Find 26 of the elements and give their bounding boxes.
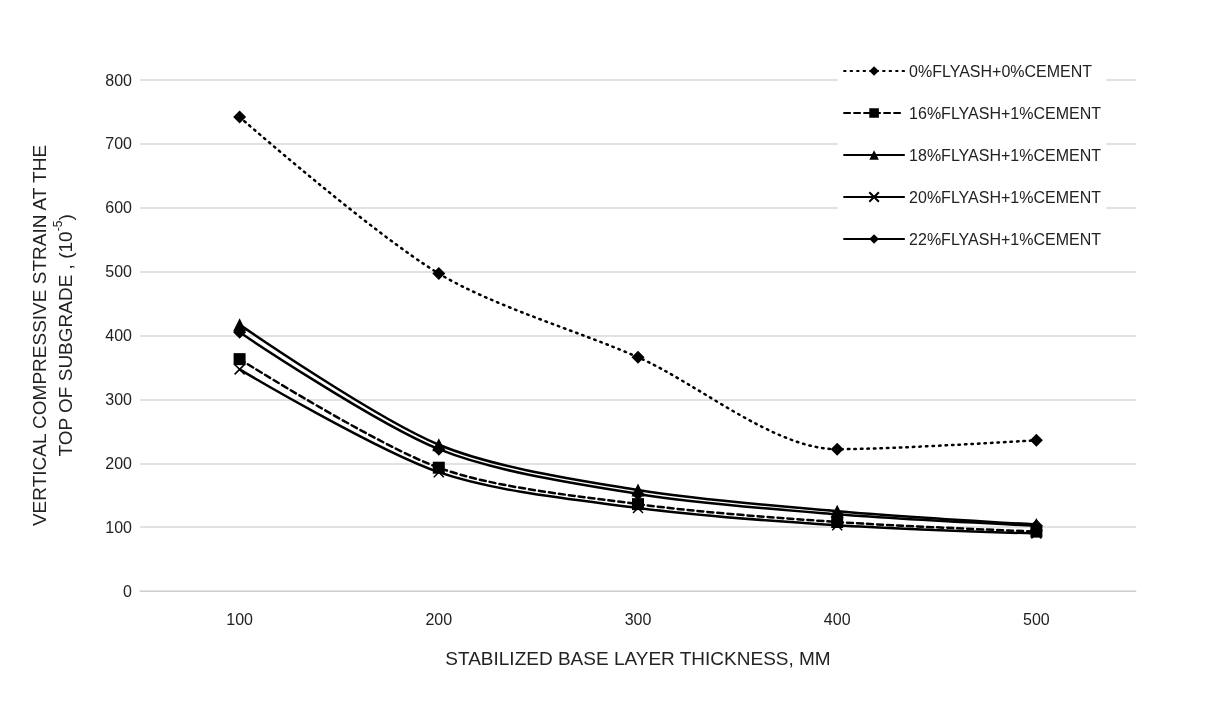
point — [1029, 433, 1043, 447]
y-tick-label: 0 — [123, 582, 133, 600]
y-tick-label: 100 — [105, 518, 133, 536]
x-tick-label: 100 — [226, 610, 254, 628]
y-tick-label: 200 — [105, 454, 133, 472]
legend-label: 22%FLYASH+1%CEMENT — [909, 230, 1102, 248]
x-tick-label: 500 — [1023, 610, 1050, 628]
legend-label: 16%FLYASH+1%CEMENT — [909, 104, 1102, 122]
x-tick-label: 300 — [624, 610, 652, 628]
legend-label: 18%FLYASH+1%CEMENT — [909, 146, 1102, 164]
y-tick-label: 300 — [105, 390, 133, 408]
y-tick-label: 500 — [105, 263, 133, 281]
point — [432, 267, 446, 281]
x-tick-label: 200 — [425, 610, 453, 628]
point — [830, 442, 844, 456]
x-tick-label: 400 — [823, 610, 851, 628]
y-tick-label: 600 — [105, 199, 133, 217]
x-axis-title: STABILIZED BASE LAYER THICKNESS, MM — [445, 648, 831, 669]
point — [631, 350, 645, 364]
legend-label: 0%FLYASH+0%CEMENT — [909, 62, 1093, 80]
y-tick-label: 400 — [105, 327, 133, 344]
point — [233, 353, 246, 366]
point — [233, 110, 247, 124]
y-tick-label: 800 — [105, 71, 133, 89]
y-tick-label: 700 — [105, 135, 133, 153]
legend-label: 20%FLYASH+1%CEMENT — [909, 188, 1102, 206]
